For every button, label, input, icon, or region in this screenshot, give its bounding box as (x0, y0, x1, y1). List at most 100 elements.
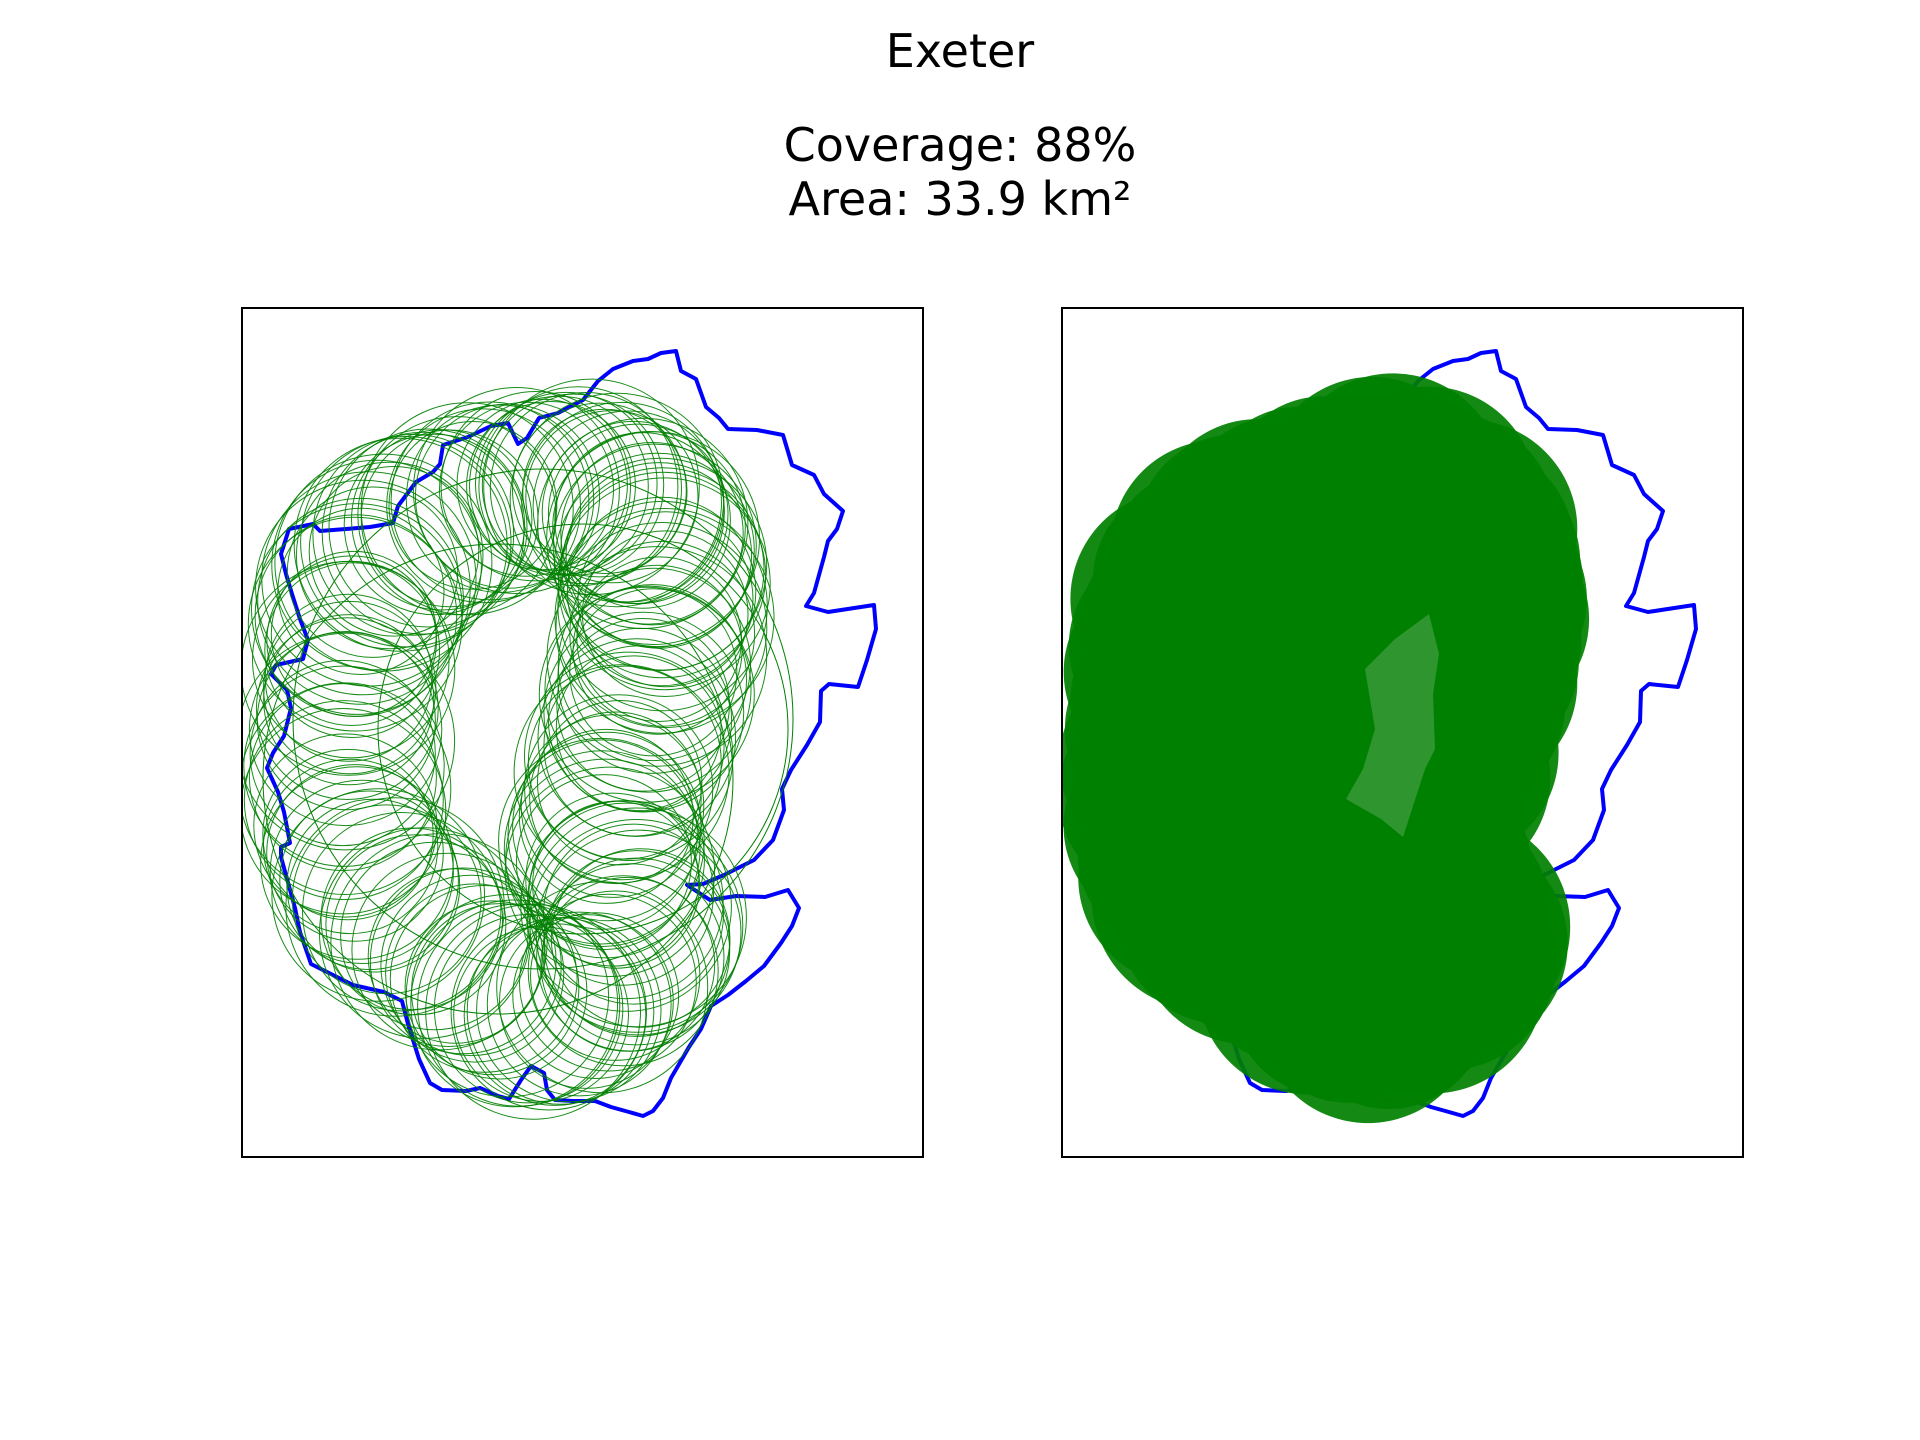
coverage-circle (486, 911, 672, 1097)
coverage-circle (263, 600, 437, 775)
coverage-circle (328, 428, 528, 628)
coverage-circle-outlines (243, 378, 794, 1120)
coverage-gap (1346, 614, 1439, 837)
coverage-circle (251, 503, 463, 715)
filled-panel (1061, 307, 1744, 1158)
coverage-circle (295, 461, 484, 650)
coverage-circle (385, 883, 565, 1063)
coverage-circle (269, 779, 454, 965)
coverage-circle (404, 900, 580, 1076)
coverage-circle (498, 737, 705, 945)
figure-title: Exeter (885, 24, 1035, 78)
coverage-circle (569, 588, 738, 757)
coverage-circle (543, 611, 745, 813)
coverage-circle (262, 748, 434, 921)
coverage-circle (360, 429, 539, 608)
coverage-circle (522, 408, 688, 574)
coverage-circle (292, 468, 794, 970)
coverage-circle (466, 400, 636, 571)
coverage-circle (556, 618, 730, 792)
coverage-circle (271, 788, 485, 1002)
coverage-circle (243, 700, 444, 901)
coverage-circle (330, 833, 548, 1051)
coverage-circle (518, 728, 694, 904)
coverage-circle (557, 477, 771, 691)
coverage-circle (319, 827, 531, 1039)
coverage-circle (577, 511, 754, 688)
coverage-circle (440, 391, 631, 582)
coverage-circle (264, 593, 433, 762)
coverage-circle (555, 522, 768, 734)
coverage-circle (503, 750, 701, 947)
coverage-circle (515, 774, 692, 951)
coverage-circle (417, 903, 621, 1107)
coverage-circle (547, 423, 729, 605)
coverage-circle (279, 790, 459, 971)
coverage-circle (557, 567, 752, 762)
coverage-circle (300, 436, 512, 648)
coverage-circle (560, 442, 744, 626)
coverage-circle (286, 486, 459, 658)
coverage-circle (543, 850, 731, 1037)
coverage-circle (260, 766, 454, 960)
area-text: Area: 33.9 km² (788, 172, 1132, 226)
coverage-circle (257, 497, 464, 705)
coverage-fill (1063, 373, 1590, 1124)
coverage-circle (388, 420, 558, 590)
coverage-circle (248, 632, 443, 827)
coverage-circle (540, 876, 716, 1052)
coverage-circle (285, 797, 505, 1017)
coverage-circle (512, 402, 687, 578)
coverage-circle (561, 467, 765, 671)
coverage-circle (377, 523, 789, 935)
outline-map (243, 349, 878, 1120)
coverage-circle (520, 714, 705, 898)
coverage-circle (410, 899, 619, 1108)
coverage-disc (1152, 419, 1363, 629)
coverage-circle (412, 387, 620, 594)
coverage-circle (552, 443, 757, 648)
coverage-circle (581, 530, 749, 698)
coverage-circle (537, 700, 703, 866)
coverage-circle (546, 546, 768, 767)
coverage-circle (274, 453, 493, 672)
coverage-circle (351, 429, 533, 611)
coverage-circle (525, 410, 699, 584)
coverage-circle (547, 627, 733, 812)
coverage-circle (249, 659, 436, 847)
coverage-circle (411, 903, 588, 1080)
coverage-text: Coverage: 88% (783, 118, 1137, 172)
coverage-circle (255, 617, 439, 801)
coverage-circle (254, 514, 458, 717)
coverage-circle (538, 586, 755, 803)
outline-panel (241, 307, 924, 1158)
coverage-circle (351, 852, 546, 1048)
coverage-circle (293, 437, 508, 652)
coverage-circle (253, 733, 438, 918)
city-boundary-left (265, 349, 878, 1118)
coverage-circle (450, 914, 647, 1111)
coverage-circle (243, 631, 456, 851)
coverage-circle (527, 875, 719, 1067)
coverage-circle (343, 433, 526, 616)
coverage-circle (308, 466, 480, 637)
coverage-circle (453, 926, 630, 1102)
coverage-circle (248, 683, 437, 872)
coverage-circle (566, 496, 757, 687)
coverage-circle (262, 543, 734, 1015)
filled-map (1063, 349, 1698, 1124)
coverage-circle (369, 867, 557, 1055)
coverage-circle (513, 664, 730, 881)
coverage-circle (380, 874, 562, 1057)
coverage-circle (263, 614, 435, 786)
coverage-circle (243, 708, 447, 915)
coverage-circle (367, 868, 544, 1044)
coverage-circle (512, 912, 680, 1079)
coverage-circle (243, 665, 445, 867)
coverage-circle (466, 917, 655, 1105)
coverage-circle (555, 645, 722, 812)
coverage-circle (529, 711, 702, 885)
coverage-circle (266, 764, 444, 942)
coverage-circle (544, 585, 752, 793)
coverage-circle (286, 798, 461, 973)
